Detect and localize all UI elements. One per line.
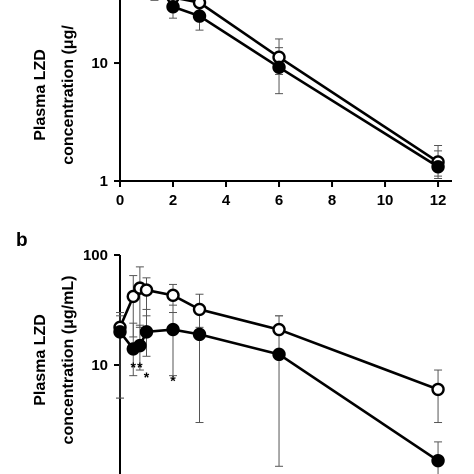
y-tick-label: 10 <box>91 55 108 72</box>
x-tick-label: 4 <box>222 192 231 209</box>
x-tick-label: 0 <box>116 192 124 209</box>
filled-data-point <box>272 347 286 362</box>
panel-a-ylabel-line1: Plasma LZD <box>32 49 49 141</box>
y-tick-label: 100 <box>83 247 108 264</box>
filled-data-point <box>192 9 207 23</box>
open-data-point <box>192 302 207 317</box>
filled-data-point <box>431 453 445 468</box>
significance-asterisk: * <box>170 373 176 389</box>
filled-data-point <box>166 322 180 337</box>
panel-b-letter: b <box>16 230 28 251</box>
panel-a-ylabel-line2: concentration (μg/ <box>60 25 77 165</box>
panel-b: b Plasma LZD concentration (μg/mL) 10 100… <box>16 230 445 474</box>
significance-asterisk: * <box>144 369 150 385</box>
significance-asterisk: * <box>137 359 143 375</box>
filled-data-point <box>431 160 445 174</box>
x-tick-label: 6 <box>275 192 283 209</box>
filled-data-point <box>133 338 147 353</box>
x-tick-label: 8 <box>328 192 336 209</box>
open-data-point <box>126 289 140 304</box>
y-tick-label: 10 <box>91 357 108 374</box>
filled-data-point <box>192 327 207 342</box>
x-tick-label: 10 <box>377 192 394 209</box>
open-data-point <box>431 382 445 397</box>
significance-asterisk: * <box>131 359 137 375</box>
y-tick-label: 1 <box>100 173 108 190</box>
panel-a: Plasma LZD concentration (μg/ 1 10 0 2 4 6 8 10… <box>32 0 452 209</box>
series-line-open-circle <box>179 0 439 164</box>
open-data-point <box>166 288 180 303</box>
panel-a-plot: 1 10 0 2 4 6 8 10 12 <box>91 0 452 209</box>
open-data-point <box>272 322 286 337</box>
x-tick-label: 12 <box>430 192 447 209</box>
filled-data-point <box>139 325 154 339</box>
open-data-point <box>192 0 207 10</box>
open-data-point <box>139 283 154 297</box>
series-line-filled-circle <box>172 5 439 168</box>
x-tick-label: 2 <box>169 192 177 209</box>
filled-data-point <box>166 0 180 14</box>
filled-data-point <box>113 325 127 339</box>
panel-b-ylabel-line1: Plasma LZD <box>32 314 49 406</box>
filled-data-point <box>272 60 286 74</box>
panel-b-ylabel-line2: concentration (μg/mL) <box>60 276 77 445</box>
